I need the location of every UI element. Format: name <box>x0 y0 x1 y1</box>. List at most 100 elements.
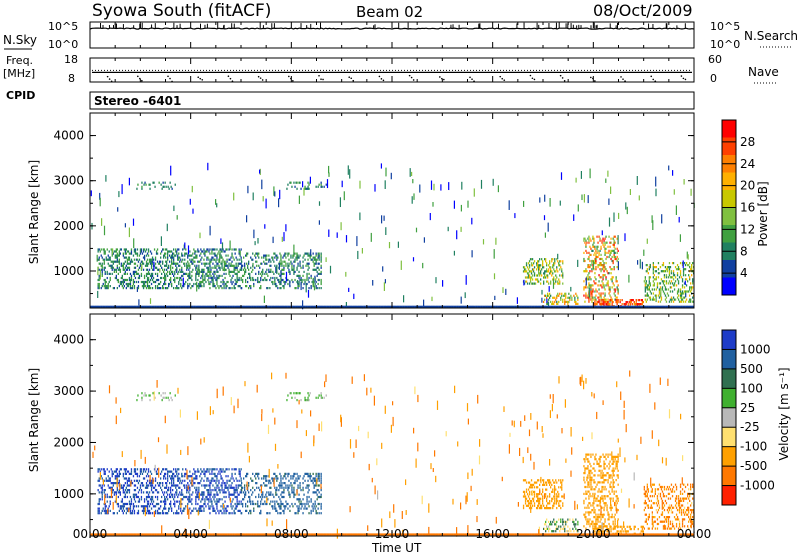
data-cell <box>297 475 298 477</box>
data-cell <box>122 498 123 500</box>
data-cell <box>130 496 131 498</box>
data-cell <box>609 288 610 290</box>
nave-dip <box>107 76 109 78</box>
data-cell <box>604 266 605 268</box>
data-cell <box>297 265 298 267</box>
data-cell <box>647 268 648 270</box>
data-cell <box>680 272 681 274</box>
data-cell <box>669 262 670 264</box>
data-cell <box>136 271 137 273</box>
data-cell <box>209 512 210 514</box>
data-cell <box>107 277 108 279</box>
data-cell <box>461 297 462 304</box>
data-cell <box>553 278 554 280</box>
data-cell <box>563 306 565 308</box>
nave-dip <box>469 76 471 78</box>
data-cell <box>316 281 317 283</box>
y-tick-label: 4000 <box>53 129 84 143</box>
data-cell <box>114 494 115 496</box>
data-cell <box>121 263 122 265</box>
data-cell <box>584 238 585 240</box>
data-cell <box>195 279 196 281</box>
data-cell <box>265 494 266 496</box>
data-cell <box>319 306 321 308</box>
data-cell <box>303 188 304 196</box>
data-cell <box>600 299 601 301</box>
data-cell <box>281 487 282 489</box>
data-cell <box>100 250 101 252</box>
data-cell <box>102 271 103 273</box>
data-cell <box>554 301 555 303</box>
data-cell <box>254 475 255 477</box>
data-cell <box>596 236 597 238</box>
data-cell <box>184 265 185 267</box>
data-cell <box>204 498 205 500</box>
data-cell <box>161 471 162 473</box>
data-cell <box>164 491 165 493</box>
data-cell <box>234 271 235 273</box>
data-cell <box>253 503 254 505</box>
data-cell <box>157 473 158 475</box>
data-cell <box>647 299 648 301</box>
data-cell <box>684 297 685 299</box>
data-cell <box>282 477 283 479</box>
y-tick-label: 3000 <box>53 174 84 188</box>
data-cell <box>669 272 670 274</box>
data-cell <box>100 198 101 207</box>
data-cell <box>231 255 232 257</box>
data-cell <box>169 261 170 263</box>
data-cell <box>134 498 135 500</box>
data-cell <box>269 279 270 281</box>
data-cell <box>290 182 291 184</box>
data-cell <box>608 292 609 294</box>
data-cell <box>258 253 259 255</box>
nave-dip <box>650 76 652 78</box>
data-cell <box>125 271 126 273</box>
data-cell <box>181 512 182 514</box>
data-cell <box>204 487 205 489</box>
data-cell <box>174 494 175 496</box>
data-cell <box>296 269 297 271</box>
data-cell <box>545 276 546 278</box>
data-cell <box>152 273 153 275</box>
data-cell <box>196 267 197 269</box>
data-cell <box>241 277 242 279</box>
data-cell <box>227 487 228 489</box>
data-cell <box>146 255 147 257</box>
nave-dip <box>111 81 113 83</box>
data-cell <box>165 508 166 510</box>
data-cell <box>678 290 679 292</box>
data-cell <box>356 236 357 246</box>
data-cell <box>135 250 136 252</box>
data-cell <box>604 250 605 252</box>
data-cell <box>278 489 279 491</box>
data-cell <box>170 503 171 505</box>
data-cell <box>208 277 209 279</box>
data-cell <box>174 306 176 308</box>
data-cell <box>319 201 320 205</box>
data-cell <box>658 262 659 264</box>
data-cell <box>669 270 670 272</box>
data-cell <box>481 306 483 308</box>
data-cell <box>181 269 182 271</box>
data-cell <box>280 277 281 279</box>
data-cell <box>207 163 208 170</box>
data-cell <box>145 184 146 186</box>
data-cell <box>605 248 606 250</box>
data-cell <box>258 487 259 489</box>
data-cell <box>401 306 403 308</box>
data-cell <box>279 190 280 199</box>
data-cell <box>602 292 603 294</box>
data-cell <box>143 287 144 289</box>
data-cell <box>603 240 604 242</box>
data-cell <box>182 475 183 477</box>
power-colorbar-tick-label: 16 <box>740 201 755 215</box>
data-cell <box>222 283 223 285</box>
data-cell <box>578 204 579 211</box>
data-cell <box>308 489 309 491</box>
data-cell <box>200 480 201 482</box>
data-cell <box>158 279 159 281</box>
data-cell <box>615 252 616 254</box>
data-cell <box>544 215 545 220</box>
data-cell <box>228 496 229 498</box>
